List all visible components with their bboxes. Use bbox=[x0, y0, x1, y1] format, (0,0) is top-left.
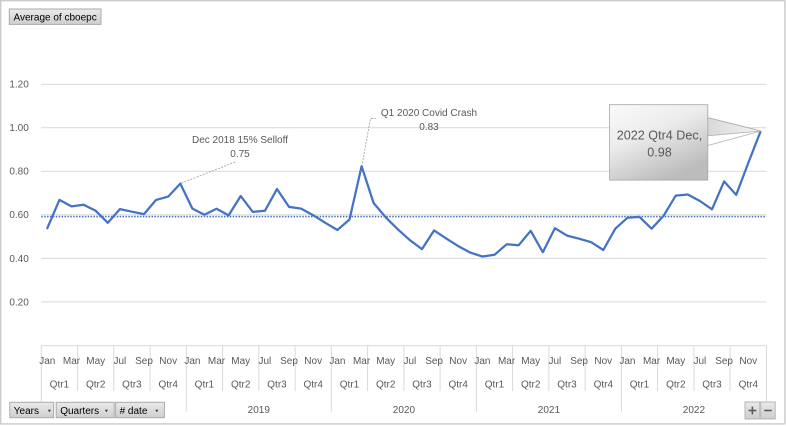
svg-text:Nov: Nov bbox=[304, 356, 322, 367]
svg-text:Qtr3: Qtr3 bbox=[702, 379, 722, 390]
svg-text:Qtr1: Qtr1 bbox=[485, 379, 505, 390]
svg-text:Nov: Nov bbox=[449, 356, 467, 367]
svg-text:Qtr2: Qtr2 bbox=[231, 379, 251, 390]
svg-text:2021: 2021 bbox=[538, 405, 561, 416]
svg-text:May: May bbox=[521, 356, 540, 367]
svg-text:Qtr2: Qtr2 bbox=[376, 379, 396, 390]
svg-text:Jul: Jul bbox=[694, 356, 707, 367]
svg-text:Mar: Mar bbox=[353, 356, 371, 367]
svg-text:Qtr3: Qtr3 bbox=[412, 379, 432, 390]
svg-text:Qtr4: Qtr4 bbox=[594, 379, 614, 390]
svg-text:Mar: Mar bbox=[63, 356, 81, 367]
svg-text:Jul: Jul bbox=[549, 356, 562, 367]
svg-text:Nov: Nov bbox=[159, 356, 177, 367]
svg-text:0.80: 0.80 bbox=[9, 167, 29, 178]
svg-text:Qtr4: Qtr4 bbox=[158, 379, 178, 390]
svg-text:1.00: 1.00 bbox=[9, 123, 29, 134]
svg-text:0.40: 0.40 bbox=[9, 254, 29, 265]
svg-text:Quarters: Quarters bbox=[60, 406, 99, 417]
svg-text:Qtr1: Qtr1 bbox=[630, 379, 650, 390]
svg-text:Sep: Sep bbox=[425, 356, 443, 367]
svg-text:May: May bbox=[86, 356, 105, 367]
svg-text:Qtr4: Qtr4 bbox=[448, 379, 468, 390]
svg-text:Qtr4: Qtr4 bbox=[303, 379, 323, 390]
svg-text:2020: 2020 bbox=[393, 405, 416, 416]
svg-text:Jan: Jan bbox=[184, 356, 200, 367]
svg-text:0.83: 0.83 bbox=[419, 122, 439, 133]
svg-text:Average of cboepc: Average of cboepc bbox=[14, 13, 97, 24]
svg-text:Qtr1: Qtr1 bbox=[195, 379, 215, 390]
svg-text:Mar: Mar bbox=[643, 356, 661, 367]
svg-text:Jan: Jan bbox=[619, 356, 635, 367]
svg-text:2022: 2022 bbox=[683, 405, 706, 416]
svg-text:Qtr3: Qtr3 bbox=[122, 379, 142, 390]
svg-text:0.60: 0.60 bbox=[9, 210, 29, 221]
svg-text:Qtr3: Qtr3 bbox=[267, 379, 287, 390]
svg-text:Qtr3: Qtr3 bbox=[557, 379, 577, 390]
svg-text:# date: # date bbox=[120, 406, 148, 417]
svg-text:May: May bbox=[376, 356, 395, 367]
svg-text:Mar: Mar bbox=[498, 356, 516, 367]
svg-text:Sep: Sep bbox=[715, 356, 733, 367]
svg-text:Jul: Jul bbox=[114, 356, 127, 367]
svg-text:2019: 2019 bbox=[248, 405, 271, 416]
svg-text:1.20: 1.20 bbox=[9, 80, 29, 91]
svg-text:May: May bbox=[666, 356, 685, 367]
svg-text:Qtr2: Qtr2 bbox=[521, 379, 541, 390]
svg-text:May: May bbox=[231, 356, 250, 367]
svg-text:Jul: Jul bbox=[259, 356, 272, 367]
svg-text:0.20: 0.20 bbox=[9, 297, 29, 308]
svg-text:Nov: Nov bbox=[739, 356, 757, 367]
svg-text:Mar: Mar bbox=[208, 356, 226, 367]
svg-text:0.75: 0.75 bbox=[230, 149, 250, 160]
svg-text:Sep: Sep bbox=[570, 356, 588, 367]
svg-text:Jan: Jan bbox=[474, 356, 490, 367]
svg-text:Sep: Sep bbox=[280, 356, 298, 367]
svg-text:Dec 2018 15% Selloff: Dec 2018 15% Selloff bbox=[192, 135, 288, 146]
svg-text:Qtr4: Qtr4 bbox=[739, 379, 759, 390]
svg-text:0.98: 0.98 bbox=[647, 146, 672, 160]
svg-text:Years: Years bbox=[14, 406, 39, 417]
svg-text:Qtr1: Qtr1 bbox=[50, 379, 70, 390]
svg-text:Jul: Jul bbox=[404, 356, 417, 367]
svg-text:Qtr2: Qtr2 bbox=[86, 379, 106, 390]
svg-text:Sep: Sep bbox=[135, 356, 153, 367]
svg-text:Qtr2: Qtr2 bbox=[666, 379, 686, 390]
svg-text:Jan: Jan bbox=[329, 356, 345, 367]
svg-text:Nov: Nov bbox=[594, 356, 612, 367]
svg-text:Q1 2020 Covid Crash: Q1 2020 Covid Crash bbox=[381, 108, 477, 119]
svg-text:Jan: Jan bbox=[39, 356, 55, 367]
svg-text:Qtr1: Qtr1 bbox=[340, 379, 360, 390]
svg-text:2022 Qtr4 Dec,: 2022 Qtr4 Dec, bbox=[617, 129, 702, 143]
